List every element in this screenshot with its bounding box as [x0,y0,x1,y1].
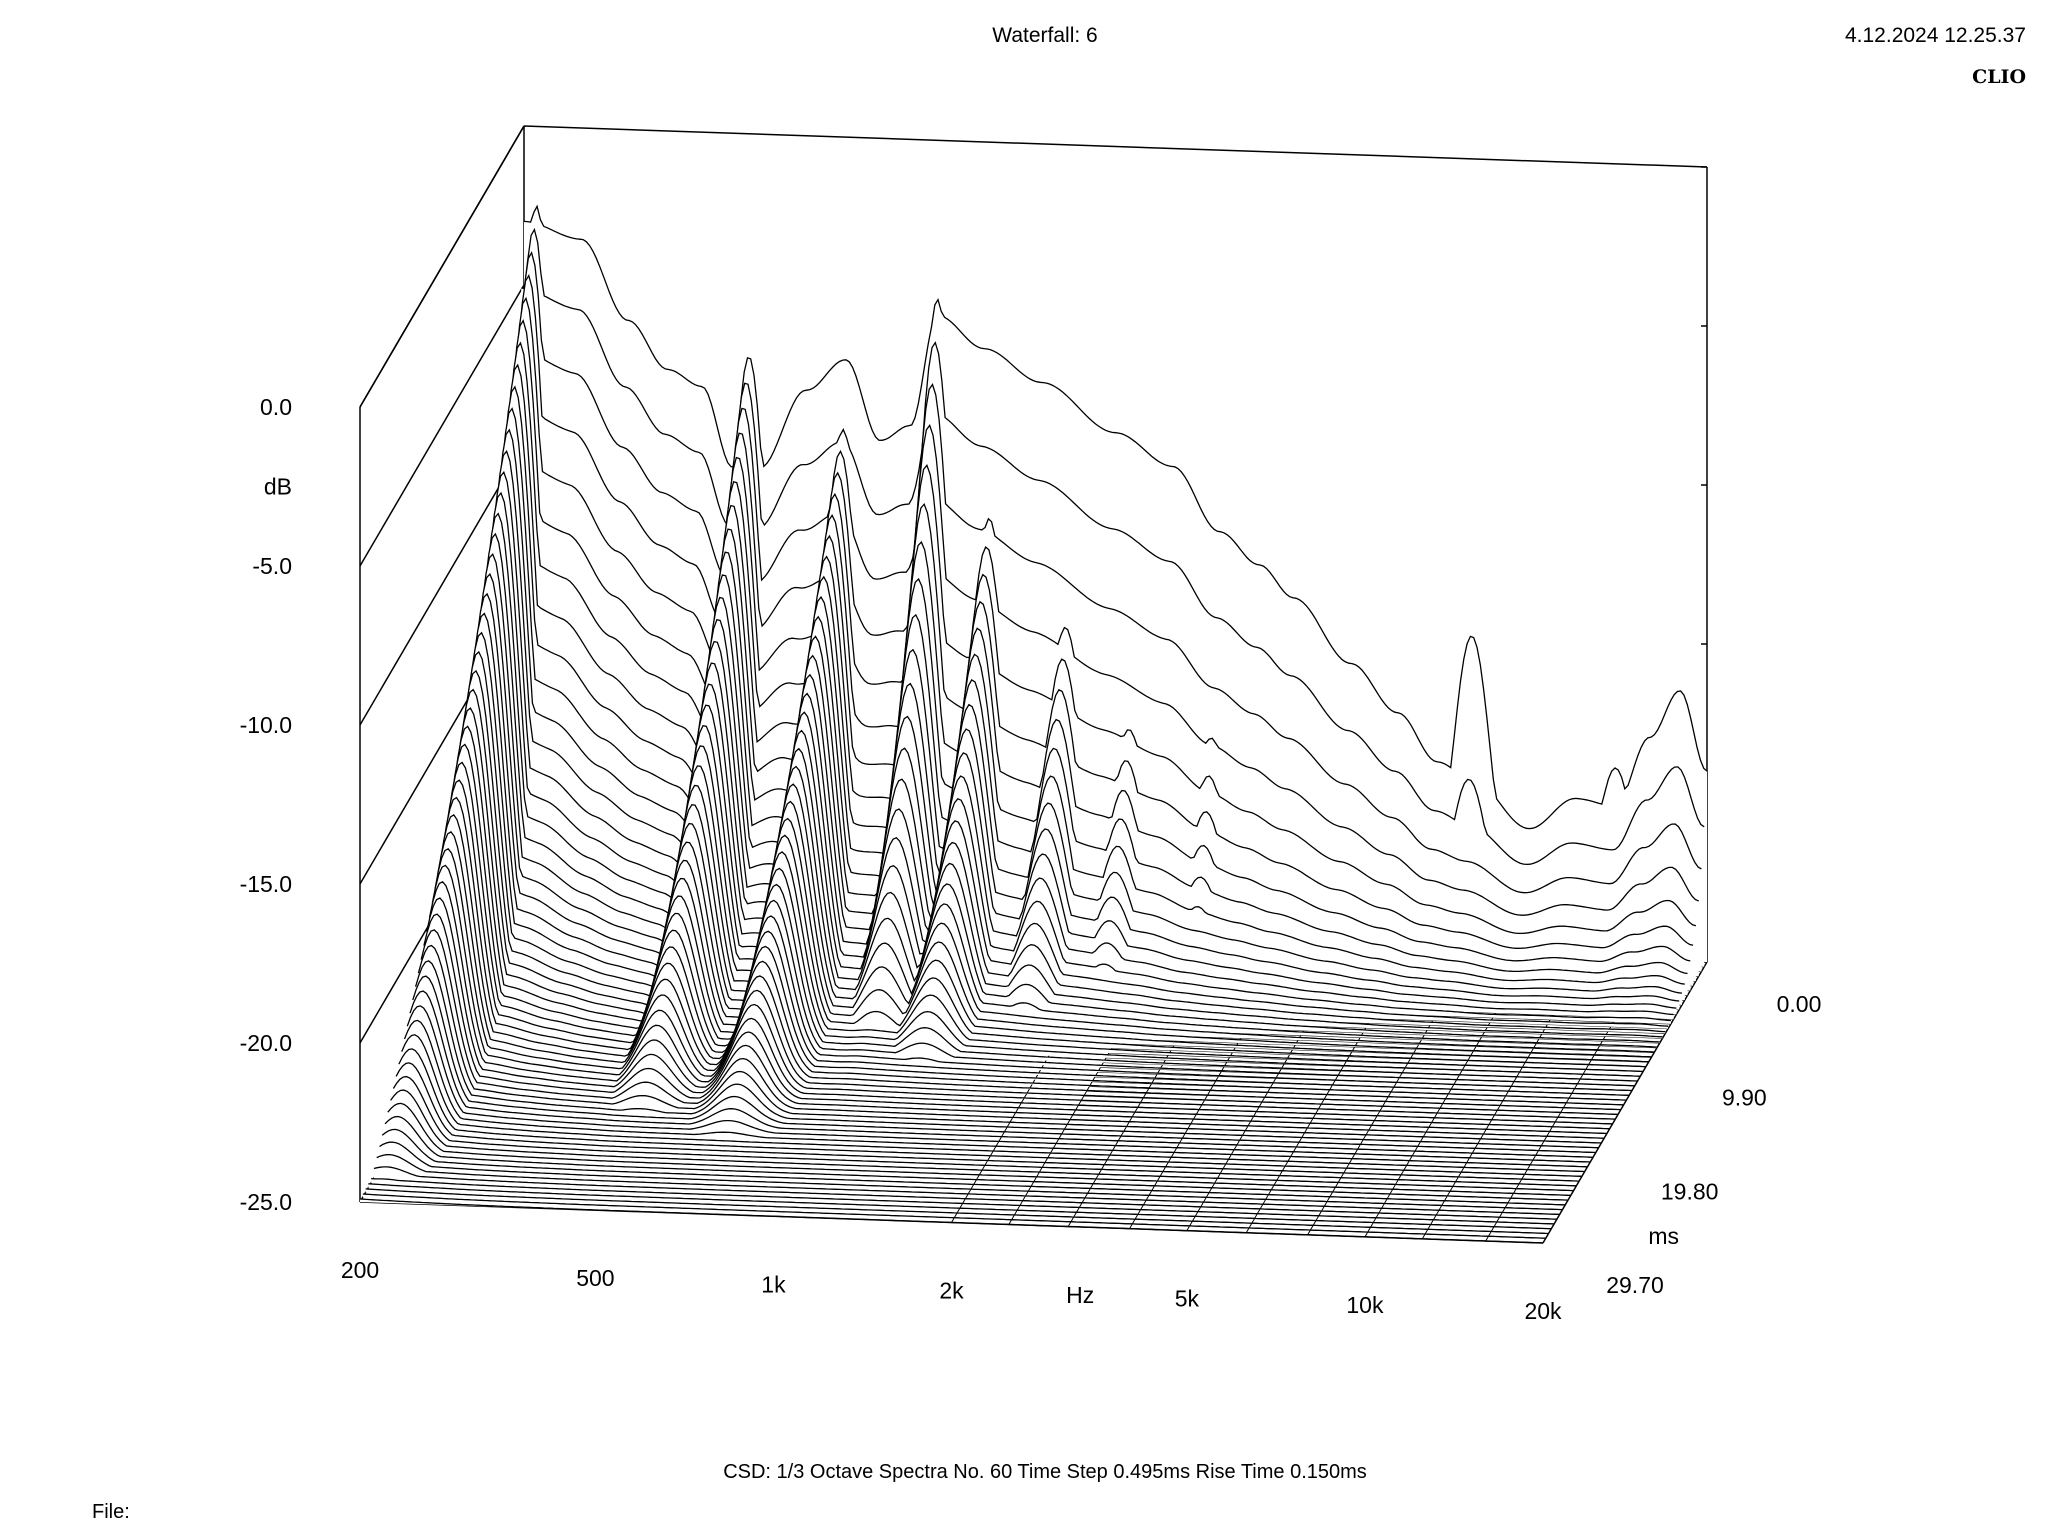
spectrum-line [517,251,1702,894]
spectrum-line [379,1141,1563,1211]
x-tick-label: 500 [576,1265,614,1291]
spectrum-line [428,880,1613,1125]
spectrum-line [515,273,1699,916]
x-tick-label: 20k [1524,1298,1562,1324]
x-tick-label: 200 [341,1257,379,1283]
z-tick-label: 9.90 [1722,1085,1767,1111]
y-tick-label: -5.0 [252,553,292,579]
spectrum-line [371,1177,1555,1225]
x-tick-label: 1k [761,1271,786,1297]
spectrum-line [381,1128,1566,1206]
measurement-settings: CSD: 1/3 Octave Spectra No. 60 Time Step… [723,1461,1367,1483]
spectrum-mask [426,898,1610,1129]
spectrum-line [395,1062,1580,1182]
spectrum-line [426,897,1610,1130]
spectrum-line [398,1048,1582,1177]
axis-labels: 0.0 -5.0 -10.0 -15.0 -20.0 -25.0 dB 200 500 1k 2k 5… [240,394,1822,1324]
spectrum-line [437,831,1621,1111]
file-label: File: [92,1501,130,1523]
spectrum-line [368,1183,1552,1230]
timestamp: 4.12.2024 12.25.37 [1844,24,2026,47]
spectrum-line [373,1166,1557,1220]
spectrum-line [406,1005,1591,1163]
spectrum-line [412,975,1596,1154]
spectrum-line [365,1188,1549,1235]
x-tick-label: 5k [1175,1286,1200,1312]
spectrum-line [390,1089,1574,1192]
spectrum-line [387,1102,1571,1197]
spectrum-line [423,913,1607,1135]
wall-grid--5.0 [359,284,525,567]
y-tick-label: -10.0 [240,712,292,738]
y-tick-label: -20.0 [240,1030,292,1056]
z-tick-label: 0.00 [1777,991,1822,1017]
spectrum-line [403,1019,1588,1168]
spectrum-line [414,960,1599,1149]
x-tick-label: 2k [939,1278,964,1304]
spectrum-line [409,990,1594,1158]
spectrum-line [417,944,1602,1144]
spectrum-line [392,1075,1577,1187]
frame-back-top [523,125,1708,168]
z-axis-label: ms [1648,1223,1679,1249]
chart-title: Waterfall: 6 [992,24,1098,47]
spectrum-line [439,814,1624,1106]
spectrum-line [523,204,1708,830]
spectrum-line [401,1034,1585,1173]
y-tick-label: -25.0 [240,1189,292,1215]
spectra-curves [359,204,1708,1244]
x-tick-label: 10k [1346,1292,1384,1318]
spectrum-line [376,1153,1560,1216]
spectrum-line [442,796,1627,1101]
spectrum-line [384,1115,1569,1201]
spectrum-line [521,227,1705,866]
y-tick-label: -15.0 [240,871,292,897]
wall-grid--10.0 [359,443,525,726]
brand-logo: CLIO [1972,66,2026,88]
spectrum-line [359,1198,1544,1244]
spectrum-line [420,929,1605,1139]
z-tick-label: 29.70 [1606,1272,1664,1298]
y-axis-label: dB [264,474,292,500]
y-tick-label: 0.0 [260,394,292,420]
z-tick-label: 19.80 [1661,1178,1719,1204]
x-axis-label: Hz [1066,1282,1094,1308]
frame-right-floor [1542,961,1708,1244]
spectrum-line [362,1193,1546,1239]
spectrum-mask [379,1142,1563,1210]
spectrum-line [431,864,1616,1120]
spectrum-line [434,847,1619,1116]
wall-grid-0.0 [359,125,525,408]
